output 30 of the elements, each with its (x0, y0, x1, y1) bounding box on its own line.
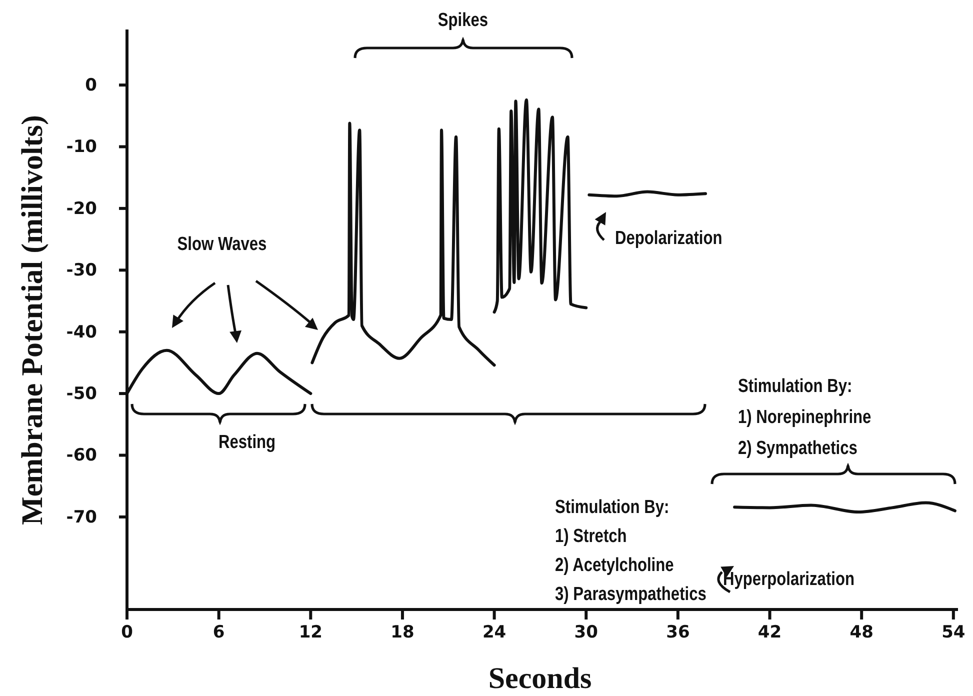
x-tick-label: 24 (482, 622, 506, 643)
line-series (733, 501, 956, 514)
x-axis-title: Seconds (488, 662, 592, 695)
y-tick-label: -10 (66, 137, 98, 158)
line-series (492, 98, 588, 314)
x-tick-label: 30 (574, 622, 598, 643)
annotation: Depolarization (615, 226, 722, 248)
x-tick-label: 0 (121, 622, 134, 643)
y-tick-label: -50 (66, 384, 98, 404)
y-tick-label: -60 (66, 446, 98, 466)
y-tick-label: -30 (66, 260, 98, 281)
annotation: Stimulation By: 1) Norepinephrine 2) Sympathetics (738, 374, 872, 458)
x-tick-label: 18 (390, 622, 414, 643)
annotation: Hyperpolarization (723, 568, 854, 590)
line-series (310, 122, 496, 367)
annotation: Resting (218, 430, 276, 452)
x-tick-label: 36 (666, 622, 690, 643)
y-tick-label: -20 (66, 198, 98, 219)
x-tick-label: 48 (850, 622, 874, 643)
annotation: Spikes (438, 8, 488, 30)
x-tick-label: 54 (942, 622, 966, 643)
annotation: Slow Waves (177, 232, 267, 254)
x-tick-label: 42 (758, 622, 782, 643)
y-tick-label: 0 (85, 75, 98, 96)
y-axis-title: Membrane Potential (millivolts) (16, 115, 49, 525)
annotation: Stimulation By: 1) Stretch 2) Acetylcholine 3) Parasympathetics (555, 496, 706, 604)
x-tick-label: 6 (212, 622, 225, 643)
y-tick-label: -40 (66, 322, 98, 342)
x-tick-label: 12 (298, 622, 322, 643)
y-tick-label: -70 (66, 507, 98, 528)
